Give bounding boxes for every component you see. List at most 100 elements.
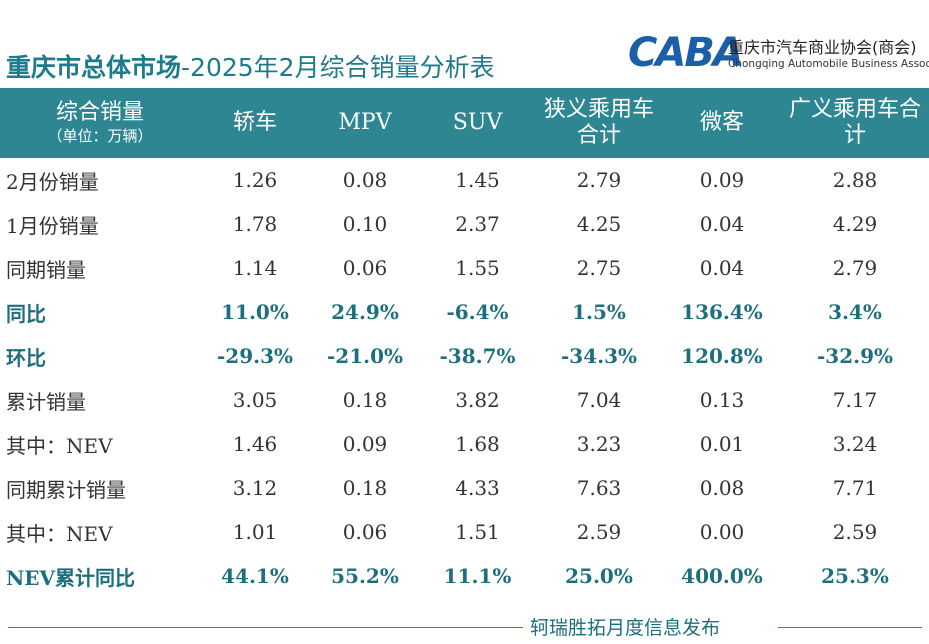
table-row: 环比 -29.3% -21.0% -38.7% -34.3% 120.8% -32.9% [0,334,929,378]
table-cell: 4.33 [455,476,500,500]
table-cell: -29.3% [216,344,293,368]
table-cell: 0.00 [699,520,745,544]
table-cell: 0.13 [699,388,745,412]
table-cell: 25.0% [565,564,633,588]
table-cell: 2.79 [832,256,878,280]
footer-divider-right [778,627,922,628]
footer: 轲瑞胜拓月度信息发布 [0,612,929,642]
table-cell: 0.01 [699,432,745,456]
table-cell: 3.82 [455,388,500,412]
table-header: 综合销量 （单位：万辆） 轿车 MPV SUV 狭义乘用车合计 微客 广义乘用车… [0,88,929,158]
logo-name-cn: 重庆市汽车商业协会(商会) [728,38,917,57]
table-cell: -38.7% [439,344,516,368]
column-header: MPV [310,88,420,158]
table-cell: 3.24 [832,432,878,456]
page-title: 重庆市总体市场-2025年2月综合销量分析表 [6,48,495,84]
table-cell: 0.18 [342,388,388,412]
column-header: 狭义乘用车合计 [535,88,663,158]
table-cell: -21.0% [326,344,403,368]
table-cell: 2.59 [832,520,878,544]
table-row: 同比 11.0% 24.9% -6.4% 1.5% 136.4% 3.4% [0,290,929,334]
table-row: 同期销量 1.14 0.06 1.55 2.75 0.04 2.79 [0,246,929,290]
table-cell: 24.9% [331,300,399,324]
table-cell: 2.79 [576,168,622,192]
table-cell: 0.09 [699,168,745,192]
table-body: 2月份销量 1.26 0.08 1.45 2.79 0.09 2.88 1月份销量 1.78 0.… [0,158,929,598]
table-cell: 4.25 [576,212,622,236]
table-cell: 1.46 [232,432,278,456]
table-cell: 2.88 [832,168,878,192]
table-cell: -6.4% [446,300,509,324]
header-corner-label: 综合销量 [55,100,144,125]
table-cell: 3.23 [576,432,622,456]
row-label: 环比 [6,345,46,370]
table-cell: 1.5% [572,300,626,324]
header-corner-cell: 综合销量 （单位：万辆） [0,88,200,158]
row-label: 1月份销量 [6,213,99,238]
table-cell: 2.37 [455,212,500,236]
table-cell: 7.63 [576,476,622,500]
footer-source: 轲瑞胜拓月度信息发布 [530,617,721,639]
association-logo: CABA 重庆市汽车商业协会(商会) Chongqing Automobile … [628,30,929,76]
table-cell: 1.01 [232,520,278,544]
footer-divider-left [8,627,523,628]
table-cell: 11.1% [443,564,512,588]
table-cell: -34.3% [560,344,637,368]
page-title-period: -2025年2月综合销量分析表 [181,53,495,82]
table-cell: 3.05 [232,388,278,412]
column-header-label: 狭义乘用车合计 [543,97,654,148]
table-cell: 0.06 [342,520,388,544]
row-label: 其中：NEV [6,521,113,546]
column-header-label: 微客 [699,110,744,135]
table-cell: 136.4% [681,300,763,324]
row-label: 累计销量 [6,389,86,414]
table-cell: 120.8% [681,344,763,368]
table-cell: 1.68 [455,432,500,456]
table-cell: 0.04 [699,256,745,280]
table-cell: 1.26 [232,168,278,192]
table-row: 其中：NEV 1.46 0.09 1.68 3.23 0.01 3.24 [0,422,929,466]
table-cell: 11.0% [221,300,289,324]
row-label: 2月份销量 [6,169,99,194]
header-unit-label: （单位：万辆） [47,127,153,145]
table-cell: 0.08 [699,476,745,500]
table-cell: 400.0% [681,564,763,588]
column-header-label: MPV [338,110,392,135]
table-cell: 4.29 [832,212,878,236]
table-cell: 25.3% [821,564,889,588]
table-cell: 0.06 [342,256,388,280]
column-header: 轿车 [200,88,310,158]
table-cell: 7.17 [832,388,878,412]
table-cell: 3.12 [232,476,278,500]
logo-name-en: Chongqing Automobile Business Associatio… [728,58,929,70]
table-cell: 7.71 [832,476,878,500]
logo-mark: CABA [628,30,744,76]
table-row: 1月份销量 1.78 0.10 2.37 4.25 0.04 4.29 [0,202,929,246]
table-row: 同期累计销量 3.12 0.18 4.33 7.63 0.08 7.71 [0,466,929,510]
sales-table: 综合销量 （单位：万辆） 轿车 MPV SUV 狭义乘用车合计 微客 广义乘用车… [0,88,929,598]
table-row: 2月份销量 1.26 0.08 1.45 2.79 0.09 2.88 [0,158,929,202]
column-header-label: 轿车 [232,110,277,135]
table-cell: 1.78 [232,212,278,236]
page-title-region: 重庆市总体市场 [6,53,182,82]
table-cell: 0.08 [342,168,388,192]
table-cell: 0.09 [342,432,388,456]
row-label: NEV累计同比 [6,565,136,590]
column-header: 微客 [663,88,781,158]
row-label: 其中：NEV [6,433,113,458]
column-header: 广义乘用车合计 [781,88,929,158]
table-cell: 7.04 [576,388,622,412]
table-cell: 2.59 [576,520,622,544]
table-cell: 1.45 [455,168,500,192]
row-label: 同期累计销量 [6,477,126,502]
row-label: 同期销量 [6,257,86,282]
table-cell: 0.10 [342,212,388,236]
title-bar: 重庆市总体市场-2025年2月综合销量分析表 CABA 重庆市汽车商业协会(商会… [0,0,929,88]
table-cell: 3.4% [828,300,882,324]
table-cell: -32.9% [816,344,893,368]
table-cell: 1.14 [232,256,278,280]
table-cell: 55.2% [331,564,399,588]
column-header: SUV [420,88,535,158]
table-cell: 0.18 [342,476,388,500]
column-header-label: SUV [452,110,503,135]
